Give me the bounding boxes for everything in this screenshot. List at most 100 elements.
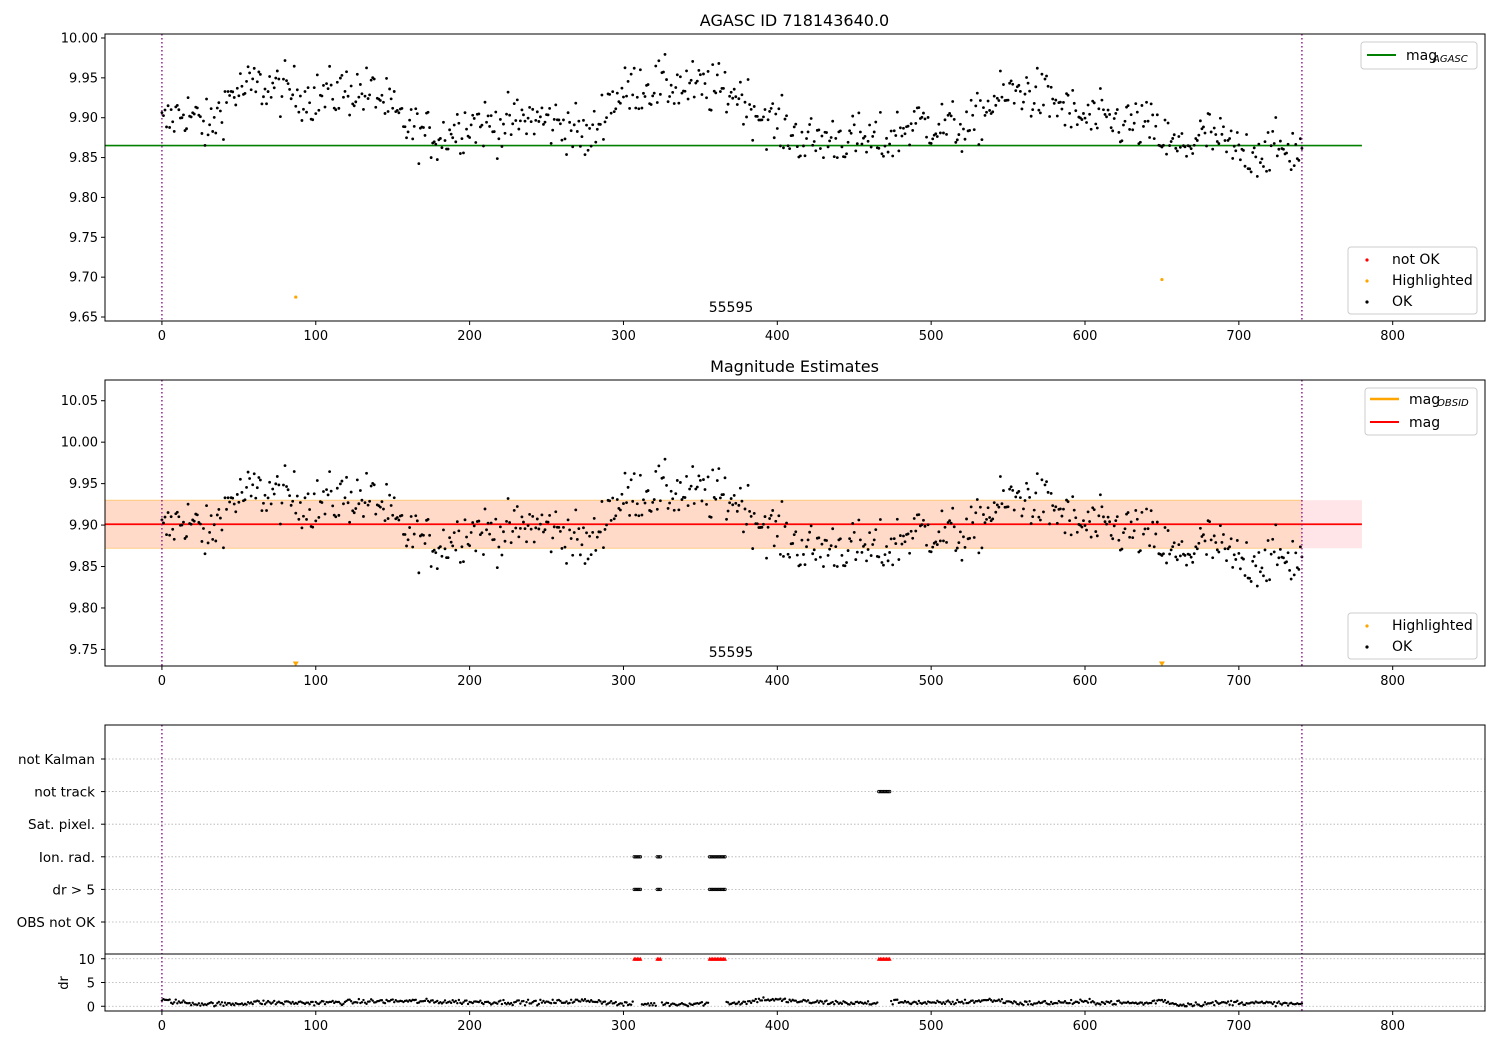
ok-point bbox=[863, 543, 867, 546]
ok-point bbox=[442, 120, 445, 124]
ok-point bbox=[586, 148, 590, 152]
ok-point bbox=[1188, 144, 1192, 148]
ok-point bbox=[963, 546, 967, 549]
ok-point bbox=[855, 550, 859, 554]
ok-point bbox=[680, 91, 684, 95]
ok-point bbox=[1028, 495, 1032, 499]
ok-point bbox=[840, 145, 844, 149]
dr-point bbox=[509, 1001, 513, 1005]
ok-point bbox=[1034, 491, 1038, 495]
dr-point bbox=[477, 1000, 481, 1004]
dr-point bbox=[214, 1004, 217, 1007]
ok-point bbox=[1215, 548, 1219, 552]
x-tick-label: 500 bbox=[919, 1019, 944, 1034]
ok-point bbox=[537, 527, 541, 531]
dr-point bbox=[942, 1001, 945, 1004]
ok-point bbox=[257, 476, 261, 479]
ok-point bbox=[975, 91, 979, 95]
ok-point bbox=[906, 124, 910, 128]
ok-point bbox=[482, 144, 485, 148]
ok-point bbox=[866, 139, 870, 143]
dr-point bbox=[448, 1000, 451, 1003]
ok-point bbox=[831, 119, 835, 123]
ok-point bbox=[585, 123, 588, 127]
ok-point bbox=[954, 140, 958, 144]
panel2-title: Magnitude Estimates bbox=[710, 357, 879, 376]
ok-point bbox=[322, 84, 325, 87]
flag-mark bbox=[638, 887, 643, 892]
ok-point bbox=[1072, 508, 1076, 512]
ok-point bbox=[209, 514, 213, 518]
ok-point bbox=[663, 457, 667, 461]
ok-point bbox=[1038, 111, 1042, 115]
ok-point bbox=[1012, 101, 1016, 105]
ok-point bbox=[595, 127, 599, 131]
ok-point bbox=[1092, 508, 1096, 512]
ok-point bbox=[232, 96, 236, 99]
ok-point bbox=[537, 120, 541, 123]
dr-point bbox=[706, 1001, 710, 1004]
dr-point bbox=[506, 1001, 510, 1004]
ok-point bbox=[209, 107, 213, 111]
ok-point bbox=[983, 113, 987, 117]
ok-point bbox=[949, 114, 953, 118]
dr-point bbox=[1142, 1003, 1145, 1006]
ok-point bbox=[237, 94, 241, 98]
ok-point bbox=[840, 553, 844, 557]
ok-point bbox=[908, 143, 912, 147]
ok-point bbox=[354, 100, 358, 104]
ok-point bbox=[788, 147, 792, 151]
dr-point bbox=[583, 998, 587, 1001]
ok-point bbox=[169, 108, 173, 112]
ok-point bbox=[1035, 66, 1039, 70]
ok-point bbox=[898, 534, 902, 537]
ok-point bbox=[269, 502, 273, 506]
dr-point bbox=[988, 997, 991, 1001]
flag-mark bbox=[634, 887, 638, 892]
ok-point bbox=[792, 533, 796, 537]
ok-point bbox=[1129, 520, 1133, 524]
ok-point bbox=[1131, 536, 1135, 540]
ok-point bbox=[697, 69, 701, 72]
ok-point bbox=[203, 552, 207, 556]
ok-point bbox=[634, 513, 638, 517]
dr-point bbox=[596, 1000, 599, 1004]
dr-point bbox=[257, 1000, 261, 1003]
dr-point bbox=[500, 1002, 504, 1006]
ok-point bbox=[305, 110, 308, 114]
x-tick-label: 400 bbox=[765, 329, 790, 344]
dr-point bbox=[1271, 1002, 1274, 1006]
dr-point bbox=[523, 1004, 527, 1007]
ok-point bbox=[738, 486, 742, 490]
ok-point bbox=[858, 538, 862, 542]
ok-point bbox=[1105, 115, 1108, 119]
ok-point bbox=[515, 98, 519, 102]
ok-point bbox=[786, 552, 790, 556]
dr-point bbox=[177, 1000, 181, 1003]
ok-point bbox=[1292, 573, 1296, 577]
ok-point bbox=[1006, 98, 1010, 102]
ok-point bbox=[186, 502, 190, 506]
ok-point bbox=[714, 497, 718, 501]
ok-point bbox=[509, 541, 513, 545]
ok-point bbox=[1051, 504, 1055, 508]
ok-point bbox=[714, 91, 718, 95]
y-tick-label: 9.85 bbox=[69, 151, 98, 166]
dr-point bbox=[1202, 1003, 1205, 1007]
ok-point bbox=[1046, 84, 1050, 88]
legend2-ok-marker bbox=[1365, 645, 1369, 649]
dr-point bbox=[349, 1000, 353, 1003]
ok-point bbox=[689, 78, 693, 82]
ok-point bbox=[1149, 509, 1153, 513]
ok-point bbox=[735, 509, 739, 513]
ok-point bbox=[494, 110, 498, 114]
dr-point bbox=[1000, 997, 1004, 1001]
dr-point bbox=[1200, 1005, 1204, 1008]
ok-point bbox=[1151, 113, 1155, 117]
flag-mark bbox=[658, 887, 663, 892]
ok-point bbox=[329, 489, 333, 493]
x-tick-label: 700 bbox=[1226, 674, 1251, 689]
ok-point bbox=[685, 69, 688, 73]
dr-point bbox=[625, 1001, 628, 1004]
dr-point bbox=[1003, 1001, 1007, 1005]
